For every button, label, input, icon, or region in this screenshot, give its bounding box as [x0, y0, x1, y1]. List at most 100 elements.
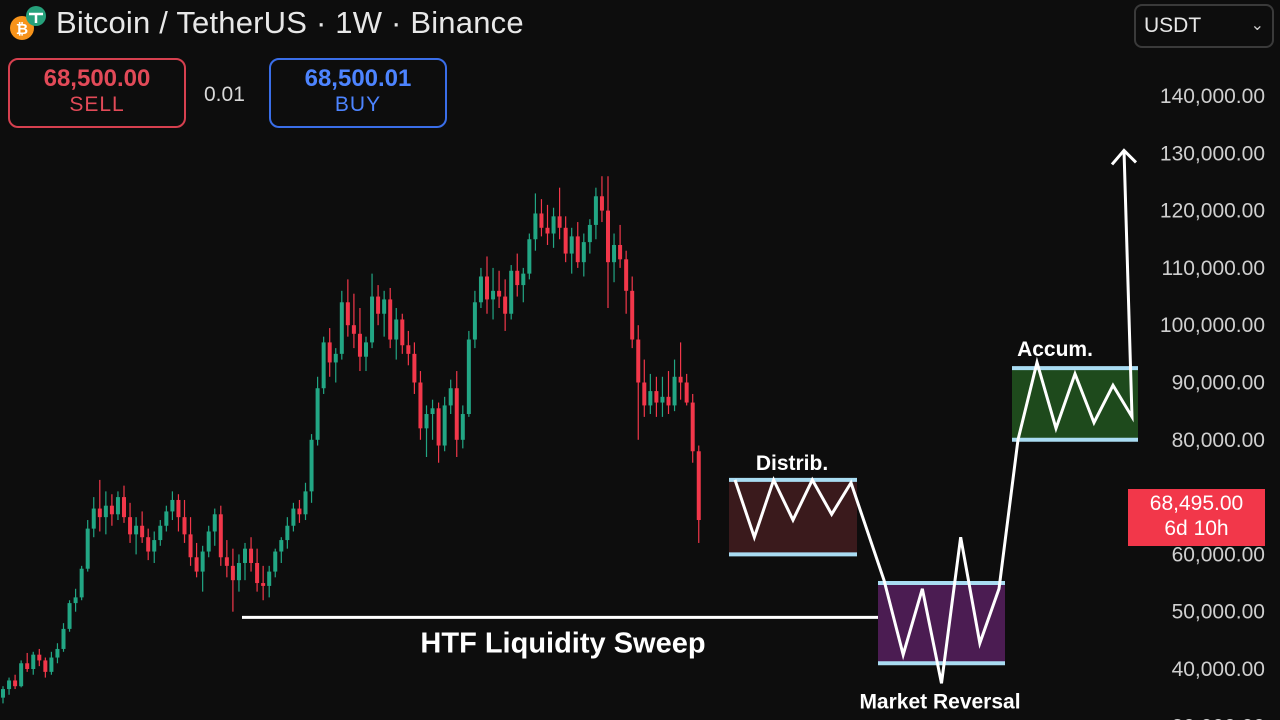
- candle: [109, 494, 114, 526]
- candle: [581, 233, 586, 277]
- candle: [79, 565, 84, 601]
- candle-body: [67, 603, 72, 629]
- candle: [660, 376, 665, 417]
- candle: [212, 508, 217, 546]
- candle-body: [418, 382, 423, 429]
- candle: [454, 371, 459, 457]
- candle-body: [509, 270, 514, 314]
- candle-body: [85, 528, 90, 569]
- candle-body: [73, 597, 78, 604]
- candle-body: [587, 224, 592, 243]
- candlestick-series: [1, 176, 701, 704]
- symbol-title[interactable]: Bitcoin / TetherUS · 1W · Binance: [56, 5, 524, 40]
- price-axis: 140,000.00 130,000.00 120,000.00 110,000.00…: [1160, 85, 1265, 720]
- zone-label: Accum.: [1017, 338, 1093, 361]
- candle: [442, 396, 447, 452]
- candle-body: [128, 517, 133, 535]
- y-tick-label: 80,000.00: [1172, 429, 1265, 452]
- candle: [394, 308, 399, 360]
- candle: [261, 565, 266, 601]
- candle-body: [442, 405, 447, 446]
- candle: [545, 204, 550, 245]
- candle-body: [606, 210, 610, 263]
- candle-body: [1, 689, 5, 698]
- buy-label: BUY: [334, 93, 382, 116]
- candle: [158, 520, 163, 546]
- candle-body: [285, 525, 290, 541]
- current-price: 68,495.00: [1149, 492, 1244, 515]
- candle-body: [521, 273, 526, 286]
- candle-body: [91, 508, 96, 529]
- y-tick-label: 50,000.00: [1172, 601, 1265, 624]
- candle-body: [545, 227, 550, 234]
- candle-body: [678, 376, 683, 383]
- buy-button[interactable]: 68,500.01 BUY: [269, 58, 447, 128]
- candle: [593, 187, 598, 240]
- candle-body: [194, 557, 199, 572]
- sell-button[interactable]: 68,500.00 SELL: [8, 58, 186, 128]
- candle-body: [25, 663, 30, 669]
- candle: [370, 273, 375, 349]
- candle: [412, 342, 417, 394]
- candle: [91, 497, 96, 538]
- candle: [224, 540, 229, 578]
- candle: [152, 531, 157, 563]
- candle-body: [394, 319, 399, 340]
- candle-body: [261, 583, 266, 586]
- candle-body: [55, 648, 60, 658]
- candle-body: [436, 408, 441, 446]
- candle: [497, 270, 502, 309]
- candle-body: [382, 299, 387, 314]
- annotations: HTF Liquidity Sweep Distrib. Market Revers…: [242, 148, 1138, 713]
- candle-body: [412, 353, 417, 383]
- candle-body: [527, 239, 532, 274]
- candle: [612, 233, 617, 283]
- currency-select[interactable]: USDT ⌄: [1134, 4, 1274, 48]
- svg-text:₿: ₿: [16, 20, 28, 38]
- candle: [1, 686, 5, 704]
- candle: [134, 517, 139, 555]
- candle-body: [43, 660, 48, 672]
- candle: [200, 545, 205, 592]
- candle: [472, 290, 477, 349]
- candle: [182, 499, 187, 543]
- candle-body: [49, 657, 54, 672]
- candle-body: [206, 531, 211, 552]
- candle-body: [224, 557, 229, 566]
- candle: [176, 494, 181, 532]
- candle-body: [563, 227, 568, 254]
- candle-body: [152, 540, 157, 552]
- candle: [194, 542, 199, 578]
- candle-body: [79, 568, 84, 598]
- zone-box: [1012, 368, 1138, 440]
- candle: [630, 276, 635, 349]
- candle: [624, 250, 629, 314]
- candle: [273, 548, 278, 578]
- candle-body: [491, 290, 496, 300]
- candle: [122, 485, 126, 523]
- candle: [243, 542, 247, 581]
- liquidity-sweep-label: HTF Liquidity Sweep: [420, 627, 705, 659]
- candle-body: [618, 244, 623, 260]
- candle-body: [140, 525, 145, 538]
- candle: [400, 313, 405, 354]
- candle-body: [267, 571, 272, 586]
- candle: [309, 434, 314, 503]
- candle-body: [249, 548, 254, 563]
- candle-body: [279, 540, 284, 552]
- candle: [382, 290, 387, 337]
- candle-body: [158, 525, 163, 541]
- candle-body: [654, 391, 659, 403]
- candle: [345, 279, 350, 337]
- candle-body: [218, 514, 223, 558]
- candle-body: [303, 491, 308, 515]
- candle: [43, 657, 48, 678]
- candle: [672, 359, 677, 412]
- candle-body: [642, 382, 647, 406]
- candle-body: [648, 391, 653, 406]
- candle: [448, 379, 453, 415]
- candle-body: [624, 259, 629, 291]
- y-tick-label: 110,000.00: [1161, 257, 1265, 280]
- candle: [569, 227, 574, 274]
